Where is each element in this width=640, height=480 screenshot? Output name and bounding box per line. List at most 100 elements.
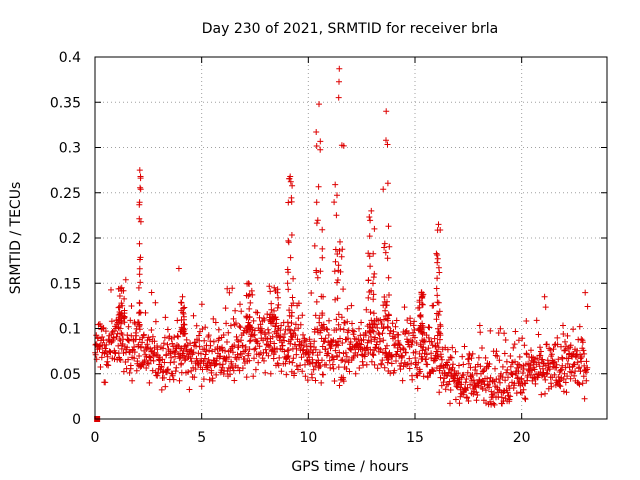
x-tick-label: 15 [406, 430, 424, 446]
data-point [328, 343, 335, 350]
data-point [207, 342, 214, 349]
data-point [503, 358, 510, 365]
data-point [554, 334, 561, 341]
data-point [114, 330, 121, 337]
data-point [330, 365, 337, 372]
data-point [335, 364, 342, 371]
data-point [513, 390, 520, 397]
data-point [324, 326, 331, 333]
data-point [115, 342, 122, 349]
data-point [190, 364, 197, 371]
data-point [406, 355, 413, 362]
data-point [538, 348, 544, 355]
data-point [261, 317, 268, 323]
data-point [159, 356, 166, 363]
data-point [293, 345, 300, 352]
data-point [419, 330, 426, 337]
data-point [340, 286, 347, 293]
data-point [163, 351, 170, 358]
data-point [501, 350, 508, 357]
data-point [100, 324, 107, 331]
data-point [208, 369, 215, 376]
data-point [385, 317, 391, 324]
data-point [450, 361, 456, 368]
data-point [367, 263, 374, 270]
data-point [110, 334, 117, 341]
data-point [536, 363, 543, 370]
data-point [366, 253, 373, 260]
data-point [452, 396, 459, 403]
data-point [362, 332, 369, 339]
data-point [222, 347, 228, 354]
data-point [385, 274, 392, 281]
data-point [125, 337, 132, 343]
data-point [268, 300, 275, 307]
data-point [309, 374, 316, 381]
data-point [460, 361, 467, 368]
data-point [265, 330, 272, 336]
data-point [138, 344, 144, 351]
data-point [337, 335, 343, 342]
data-point [382, 307, 389, 314]
data-point [344, 305, 351, 312]
data-point [444, 346, 451, 353]
data-point [512, 328, 519, 335]
data-point [464, 395, 471, 401]
data-point [495, 330, 502, 336]
data-point [191, 374, 198, 381]
y-tick-label: 0.05 [50, 367, 81, 383]
data-point [584, 303, 591, 310]
data-point [546, 366, 553, 373]
data-point [507, 353, 514, 359]
data-point [227, 322, 234, 329]
data-point [285, 237, 292, 244]
data-point [204, 364, 211, 370]
data-point [370, 352, 377, 359]
data-point [416, 304, 423, 311]
data-point [535, 359, 542, 366]
data-point [430, 368, 437, 375]
data-point [146, 379, 153, 386]
y-tick-label: 0.2 [59, 231, 81, 247]
data-point [198, 301, 205, 308]
data-point [414, 385, 421, 392]
data-point [326, 357, 333, 364]
data-point [129, 377, 136, 384]
data-point [342, 358, 349, 365]
data-point [131, 344, 138, 350]
data-point [273, 316, 280, 323]
data-point [336, 349, 343, 356]
data-point [556, 382, 563, 389]
data-point [491, 390, 498, 397]
data-point [136, 353, 143, 359]
data-point [209, 377, 216, 384]
data-point [227, 371, 233, 378]
data-point [126, 348, 133, 355]
data-point [459, 353, 466, 360]
data-point [198, 350, 204, 357]
data-point [268, 306, 275, 313]
data-point [553, 361, 560, 368]
data-point [474, 392, 481, 398]
data-point [460, 371, 467, 378]
data-point [174, 333, 181, 339]
data-point [334, 251, 341, 257]
data-point [385, 324, 391, 331]
data-point [255, 359, 262, 366]
data-point [288, 302, 295, 309]
data-point [246, 291, 253, 298]
data-point [560, 376, 567, 382]
data-point [378, 361, 385, 368]
data-point [288, 198, 295, 205]
data-point [334, 279, 340, 286]
data-point [286, 312, 293, 319]
data-point [188, 358, 195, 365]
data-point [551, 371, 558, 378]
data-point [135, 284, 142, 291]
data-point [285, 323, 292, 330]
data-point [119, 302, 126, 309]
data-point [551, 358, 558, 365]
data-point [125, 323, 132, 330]
data-point [136, 265, 143, 272]
data-point [382, 345, 389, 352]
